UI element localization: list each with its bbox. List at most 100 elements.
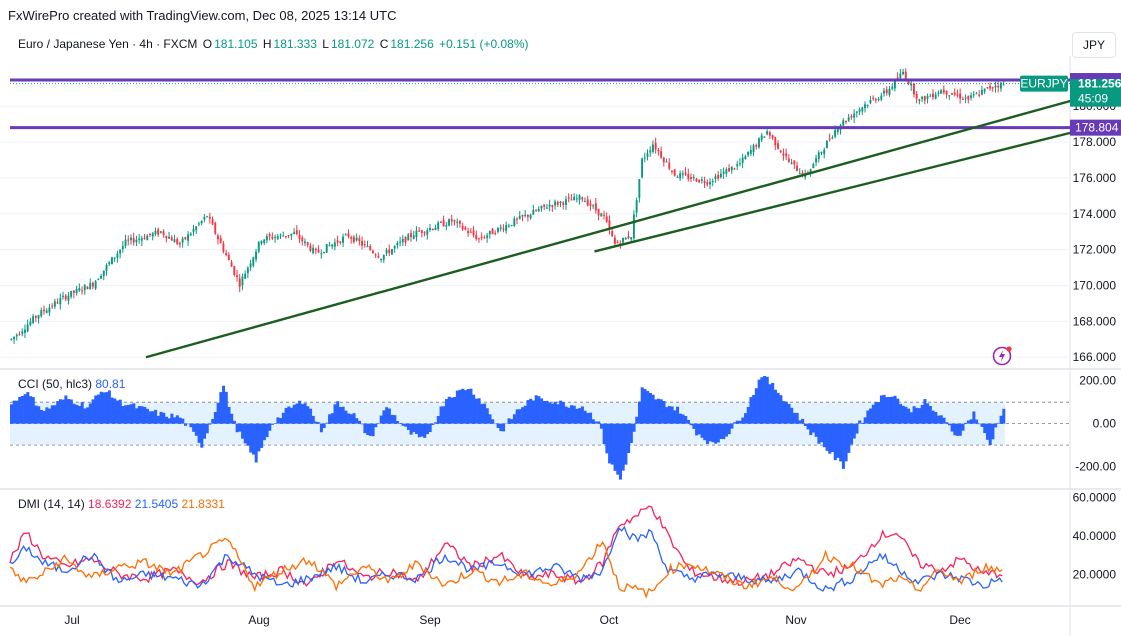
trendlines[interactable] (145, 96, 1085, 359)
cci-bar (681, 414, 685, 424)
candle-body (486, 235, 489, 238)
cci-bar (523, 405, 527, 424)
candle-body (347, 233, 350, 237)
candle-body (168, 236, 170, 239)
candle-body (279, 234, 282, 236)
candle-body (284, 236, 287, 238)
cci-bar (91, 399, 95, 424)
candle-body (244, 273, 247, 279)
candle-body (545, 207, 548, 209)
candle-body (845, 120, 847, 122)
cci-bar (749, 396, 753, 424)
candle-body (564, 199, 567, 205)
candle-body (467, 231, 470, 233)
lightning-badge-icon[interactable] (992, 344, 1014, 366)
candle-body (866, 104, 869, 106)
cci-bar (502, 423, 506, 432)
candle-body (342, 236, 344, 243)
cci-bar (222, 385, 226, 424)
candle-body (456, 221, 459, 223)
candle-body (227, 254, 230, 261)
cci-bar (173, 417, 177, 424)
candle-body (135, 239, 138, 242)
symbol-name[interactable]: Euro / Japanese Yen · 4h · FXCM (18, 37, 198, 51)
candle-body (709, 181, 711, 185)
cci-bar (238, 423, 242, 432)
cci-bar (689, 423, 693, 426)
price-tick-label: 178.000 (1073, 135, 1117, 149)
candle-body (535, 210, 538, 212)
cci-bar (640, 387, 644, 424)
candle-body (910, 83, 913, 86)
candle-body (562, 202, 565, 205)
cci-bar (806, 423, 810, 430)
trendline[interactable] (594, 128, 1085, 253)
candle-body (453, 220, 456, 222)
candle-body (594, 203, 597, 211)
candle-body (820, 151, 823, 153)
cci-bar (983, 423, 987, 434)
candle-body (393, 246, 396, 249)
cci-bar (716, 423, 720, 443)
cci-bar (219, 392, 223, 424)
candle-body (97, 279, 100, 281)
dmi-legend[interactable]: DMI (14, 14) 18.6392 21.5405 21.8331 (18, 497, 225, 511)
cci-bar (450, 397, 454, 424)
cci-legend[interactable]: CCI (50, hlc3) 80.81 (18, 377, 125, 391)
symbol-tag-text: EURJPY (1020, 77, 1067, 91)
cci-bar (96, 394, 101, 424)
cci-bar (975, 419, 979, 424)
currency-button[interactable]: JPY (1072, 32, 1116, 58)
cci-bar (526, 400, 530, 424)
horizontal-levels[interactable] (10, 78, 1070, 130)
cci-bar (401, 423, 405, 426)
cci-bar (956, 423, 960, 436)
cci-bar (496, 423, 500, 428)
candle-body (268, 234, 271, 237)
candle-body (548, 204, 551, 207)
cci-bar (945, 422, 949, 424)
candle-body (217, 235, 219, 240)
cci-bar (953, 423, 957, 436)
cci-bar (371, 423, 375, 437)
candle-body (298, 234, 301, 240)
candle-body (497, 227, 499, 232)
cci-bar (257, 423, 261, 452)
dmi-minus-value: 21.8331 (181, 497, 225, 511)
cci-bar (105, 392, 109, 424)
candle-body (921, 96, 924, 99)
cci-bar (458, 389, 462, 424)
cci-bar (235, 423, 239, 433)
change-value: +0.151 (+0.08%) (439, 37, 529, 51)
candle-body (760, 135, 763, 140)
candle-body (554, 201, 557, 206)
candle-body (94, 281, 97, 289)
cci-bar (531, 400, 535, 424)
cci-bar (56, 401, 60, 424)
candle-body (189, 233, 192, 236)
candle-body (700, 179, 703, 181)
candle-body (108, 262, 111, 265)
candle-body (581, 197, 584, 200)
cci-bar (37, 406, 41, 424)
cci-bar (934, 411, 938, 424)
cci-bar (417, 423, 421, 438)
cci-bar (841, 423, 845, 469)
cci-bar (461, 388, 465, 424)
candle-body (339, 241, 342, 243)
candle-body (222, 243, 225, 252)
cci-bar (12, 400, 16, 424)
candle-body (219, 237, 222, 244)
cci-bar (825, 423, 829, 451)
candle-body (230, 262, 233, 267)
cci-bar (265, 423, 269, 438)
cci-bar (624, 423, 628, 465)
cci-bar (542, 401, 546, 424)
trendline[interactable] (145, 96, 1085, 359)
candle-body (714, 176, 717, 179)
candle-body (953, 92, 956, 95)
time-tick-label: Oct (600, 613, 619, 627)
candle-body (885, 89, 888, 94)
